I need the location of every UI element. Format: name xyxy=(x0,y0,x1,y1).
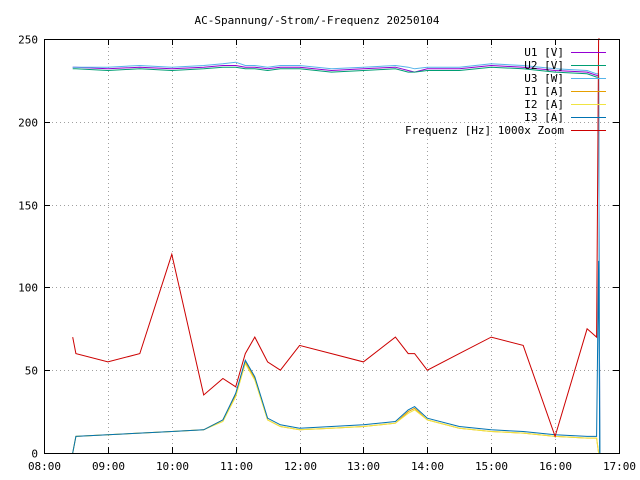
y-tick-label: 50 xyxy=(25,365,38,378)
series-line-3 xyxy=(72,61,601,454)
x-tick-label: 08:00 xyxy=(28,460,61,473)
x-tick-label: 14:00 xyxy=(411,460,444,473)
y-tick-label: 200 xyxy=(18,117,38,130)
plot-frame xyxy=(44,39,620,454)
x-tick-label: 16:00 xyxy=(539,460,572,473)
series-line-7 xyxy=(72,38,600,439)
legend-label: I1 [A] xyxy=(524,85,564,98)
legend: U1 [V]U2 [V]U3 [W]I1 [A]I2 [A]I3 [A]Freq… xyxy=(405,46,606,137)
x-tick-label: 12:00 xyxy=(284,460,317,473)
y-tick-label: 0 xyxy=(31,448,38,461)
x-tick-label: 09:00 xyxy=(92,460,125,473)
series-layer xyxy=(72,38,601,454)
legend-label: U2 [V] xyxy=(524,59,564,72)
y-tick-label: 100 xyxy=(18,282,38,295)
series-line-5 xyxy=(72,362,600,454)
series-line-6 xyxy=(72,260,601,454)
chart-title: AC-Spannung/-Strom/-Frequenz 20250104 xyxy=(194,14,439,27)
series-line-4 xyxy=(72,360,600,454)
x-tick-label: 10:00 xyxy=(156,460,189,473)
series-line-1 xyxy=(72,64,601,454)
y-tick-label: 150 xyxy=(18,200,38,213)
grid xyxy=(44,39,619,453)
x-tick-label: 15:00 xyxy=(475,460,508,473)
legend-label: I3 [A] xyxy=(524,111,564,124)
x-tick-label: 17:00 xyxy=(603,460,636,473)
y-tick-label: 250 xyxy=(18,34,38,47)
ticks: 0 50 100 150 200 250 08:00 09:00 10:00 11:00 12:00… xyxy=(18,34,636,474)
x-tick-label: 11:00 xyxy=(220,460,253,473)
legend-label: I2 [A] xyxy=(524,98,564,111)
series-line-2 xyxy=(72,66,601,454)
legend-label: U1 [V] xyxy=(524,46,564,59)
x-tick-label: 13:00 xyxy=(347,460,380,473)
legend-label: U3 [W] xyxy=(524,72,564,85)
legend-label: Frequenz [Hz] 1000x Zoom xyxy=(405,124,564,137)
